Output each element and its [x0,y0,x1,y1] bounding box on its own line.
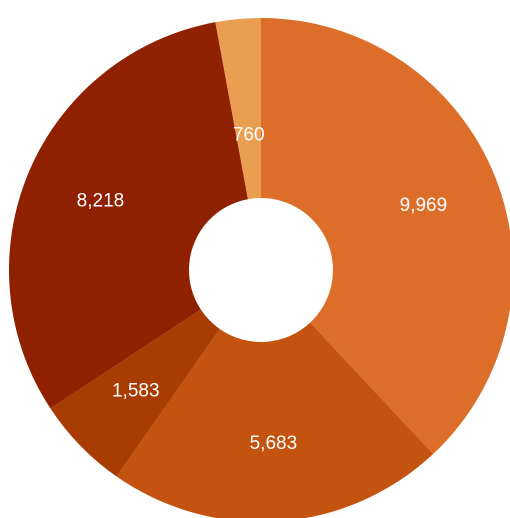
slice-label: 8,218 [77,190,125,211]
donut-slice [261,18,510,455]
donut-slice [116,322,434,518]
donut-slice [215,18,261,200]
slice-label: 1,583 [112,381,160,402]
slice-label: 5,683 [250,433,298,454]
slice-label: 760 [233,125,265,146]
slice-label: 9,969 [400,195,448,216]
donut-slice [8,22,248,409]
donut-slice [50,309,220,477]
